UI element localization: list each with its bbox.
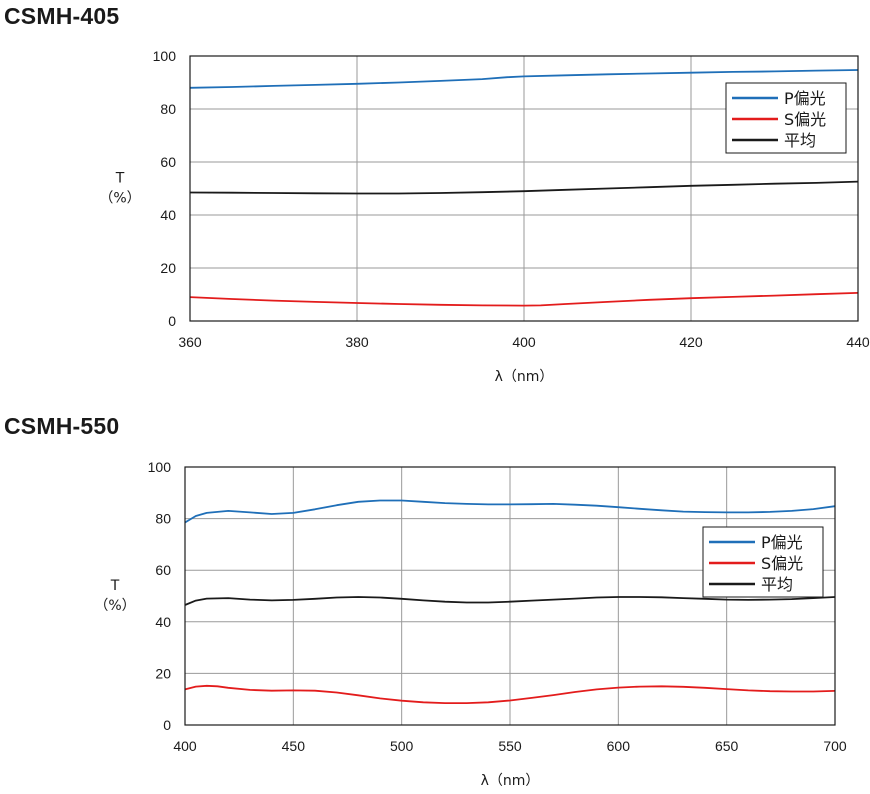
y-axis-label: T [115, 171, 125, 187]
x-tick-label: 420 [679, 334, 703, 350]
x-tick-label: 360 [178, 334, 202, 350]
legend-label-2: 平均 [784, 131, 816, 150]
y-tick-label: 60 [160, 154, 176, 170]
legend-label-1: S偏光 [761, 554, 803, 573]
y-tick-label: 60 [155, 562, 171, 578]
x-tick-label: 440 [846, 334, 870, 350]
plot-frame [189, 55, 859, 322]
y-axis-label: T [110, 578, 120, 594]
x-tick-label: 500 [390, 738, 414, 754]
x-tick-label: 700 [823, 738, 847, 754]
x-tick-label: 650 [715, 738, 739, 754]
y-tick-label: 100 [148, 459, 172, 475]
y-axis-unit: （%） [99, 191, 140, 207]
x-axis-label: λ（nm） [495, 369, 554, 385]
x-tick-label: 400 [173, 738, 197, 754]
chart-csmh-405: 360 380 400 420 440 0 20 40 60 80 100 λ（nm） T （%） P偏光 S… [99, 48, 870, 385]
series-line-1 [184, 684, 836, 704]
y-axis-unit: （%） [94, 598, 135, 614]
series-line-2 [189, 180, 859, 195]
x-tick-label: 550 [498, 738, 522, 754]
y-tick-label: 0 [163, 717, 171, 733]
chart-title-csmh-550: CSMH-550 [4, 413, 120, 439]
series-line-0 [189, 69, 859, 89]
chart-title-csmh-405: CSMH-405 [4, 3, 120, 29]
plot-frame [184, 466, 836, 726]
y-tick-label: 100 [153, 48, 177, 64]
legend-label-0: P偏光 [784, 89, 826, 108]
x-tick-label: 400 [512, 334, 536, 350]
series-line-2 [184, 596, 836, 606]
legend-label-1: S偏光 [784, 110, 826, 129]
series-line-1 [189, 292, 859, 307]
x-axis-label: λ（nm） [481, 773, 540, 789]
x-tick-label: 600 [607, 738, 631, 754]
legend-label-0: P偏光 [761, 533, 803, 552]
series-line-0 [184, 499, 836, 524]
legend-label-2: 平均 [761, 575, 793, 594]
y-tick-label: 40 [155, 614, 171, 630]
y-tick-label: 40 [160, 207, 176, 223]
y-tick-label: 80 [160, 101, 176, 117]
y-tick-label: 80 [155, 511, 171, 527]
y-tick-label: 0 [168, 313, 176, 329]
x-tick-label: 380 [345, 334, 369, 350]
x-tick-label: 450 [282, 738, 306, 754]
y-tick-label: 20 [155, 665, 171, 681]
y-tick-label: 20 [160, 260, 176, 276]
